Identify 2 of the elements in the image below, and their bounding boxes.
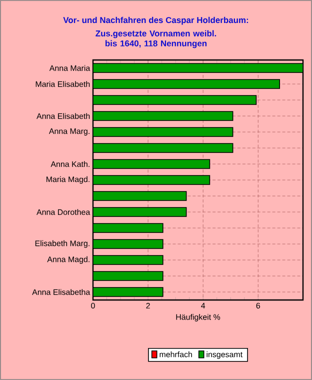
chart-subtitle: Zus.gesetzte Vornamen weibl. bis 1640, 118 Nennungen	[96, 30, 216, 48]
chart-title: Vor- und Nachfahren des Caspar Holderbaum:	[63, 16, 248, 25]
